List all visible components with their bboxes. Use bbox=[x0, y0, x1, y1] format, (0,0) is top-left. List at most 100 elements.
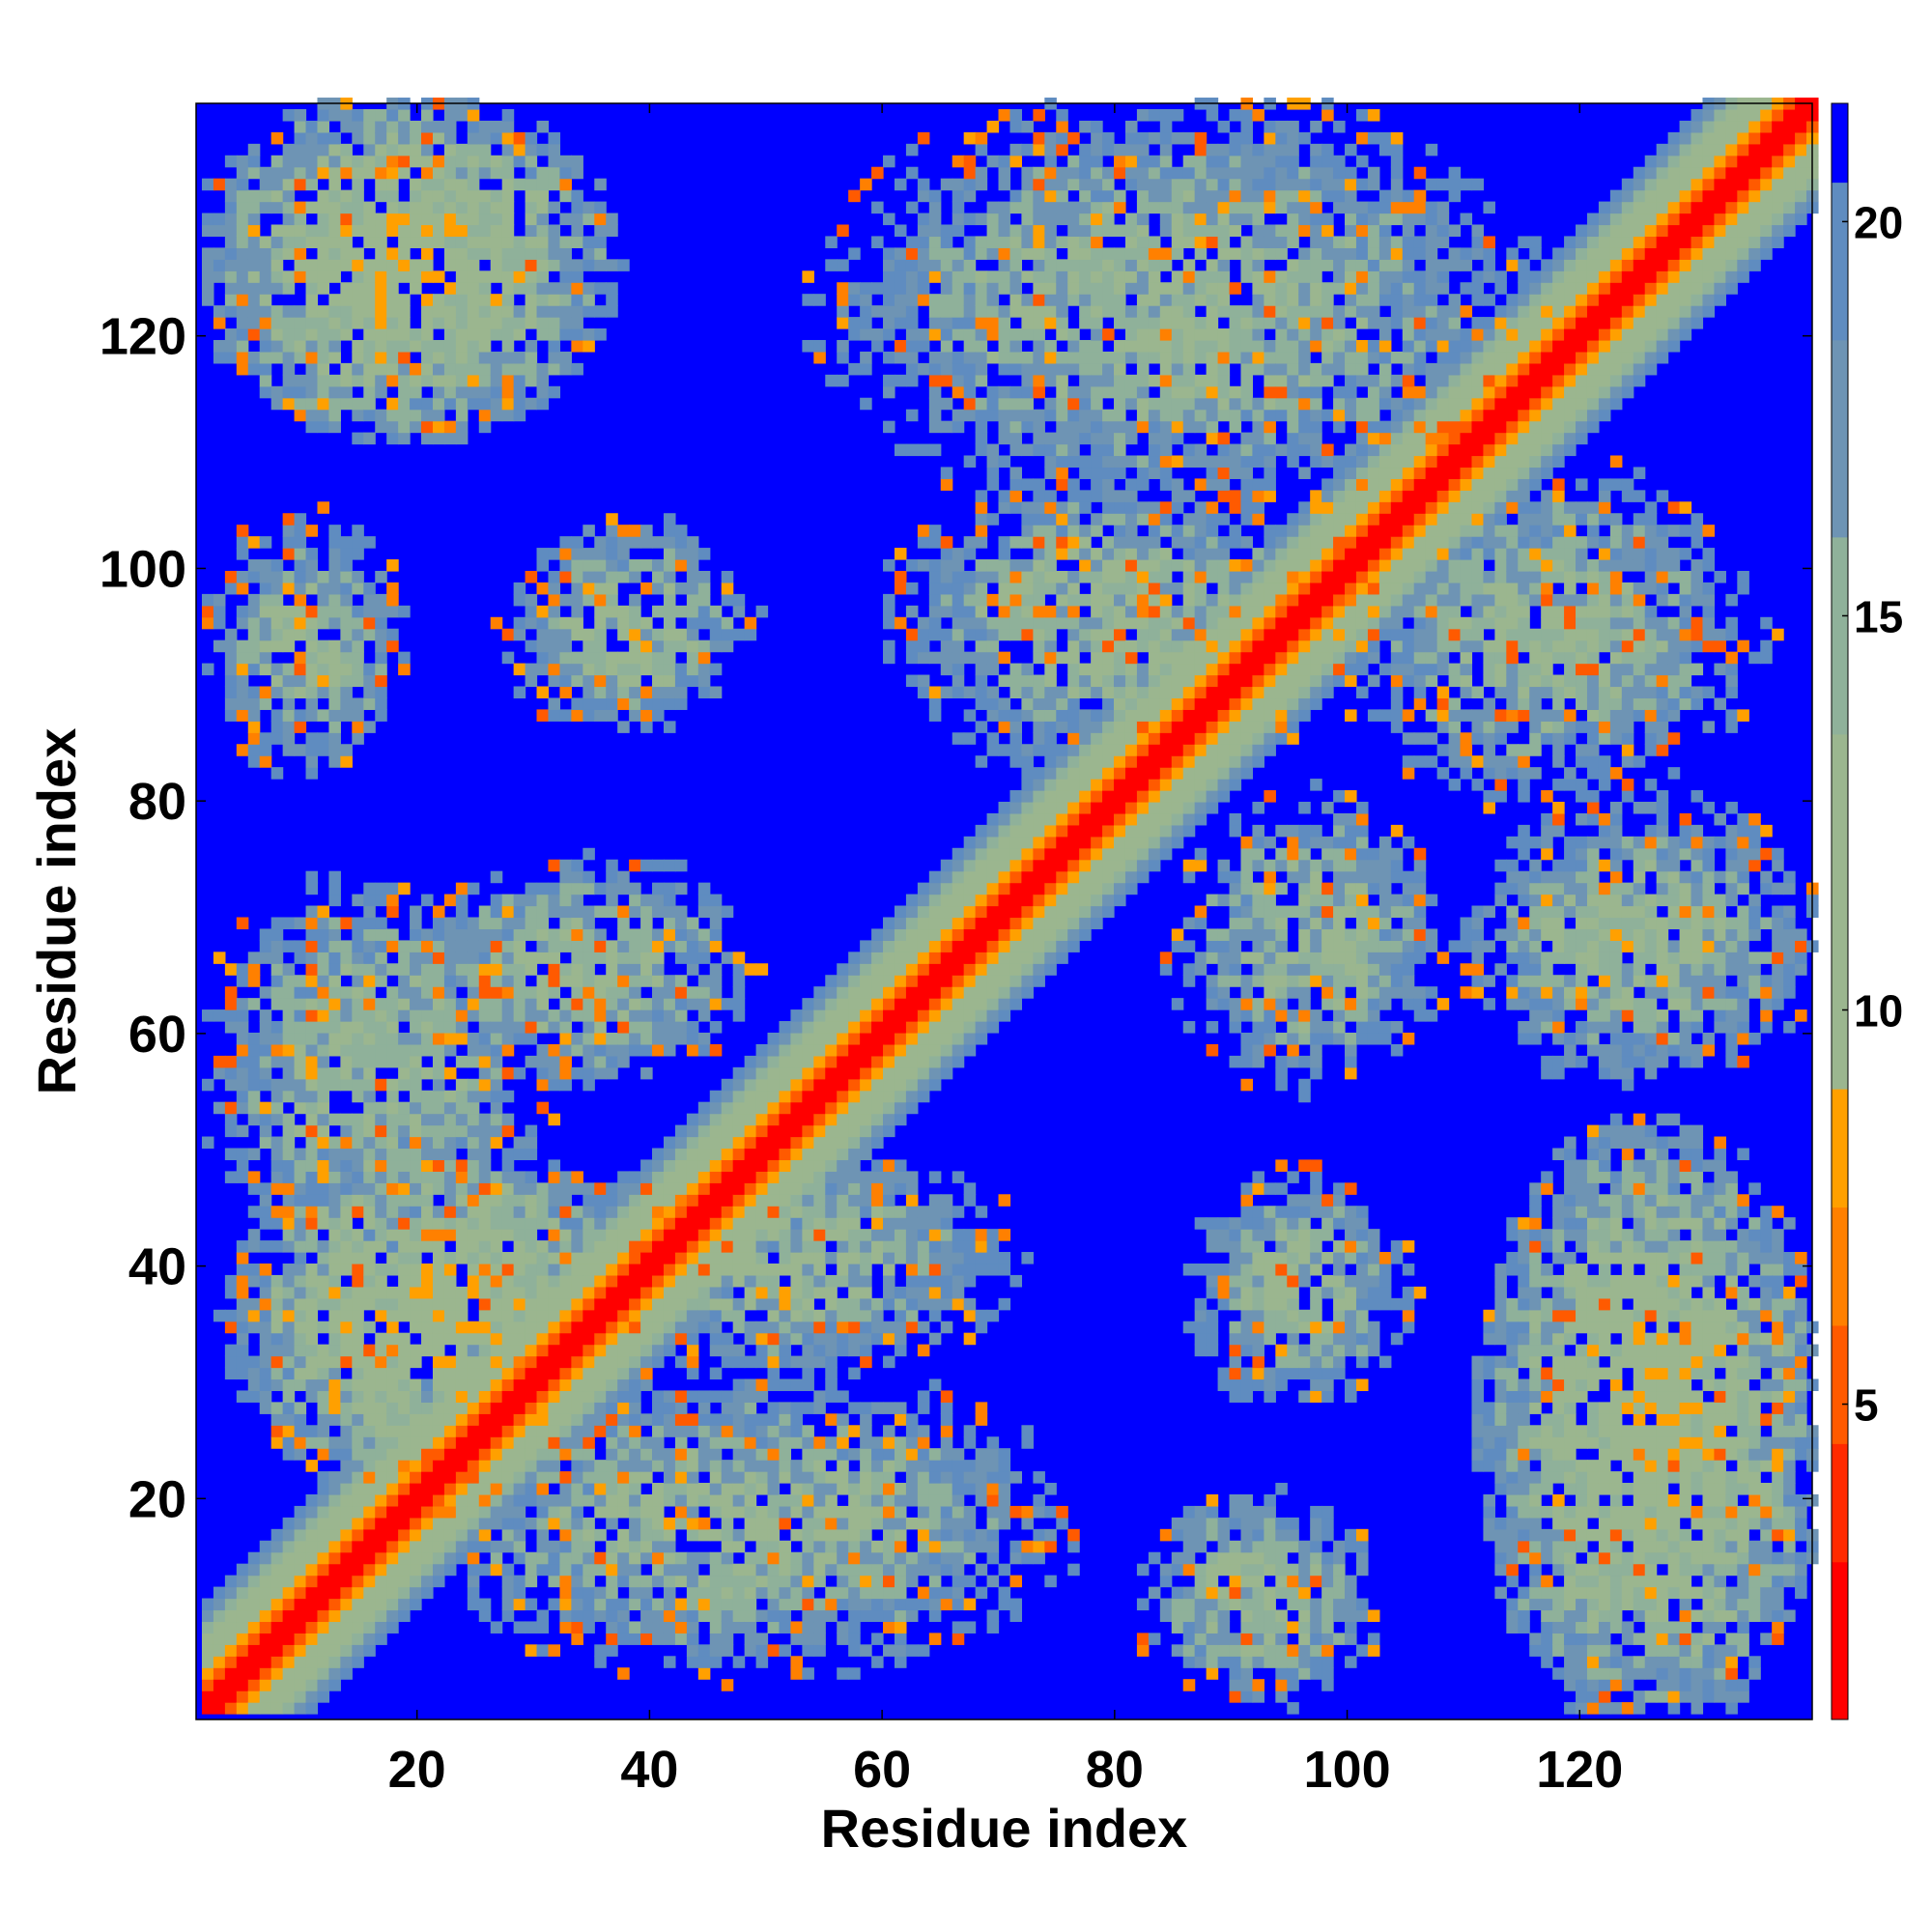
heatmap-cell bbox=[305, 1217, 319, 1230]
heatmap-cell bbox=[375, 1355, 387, 1369]
heatmap-cell bbox=[432, 1448, 445, 1461]
heatmap-cell bbox=[352, 709, 364, 722]
heatmap-cell bbox=[883, 1182, 895, 1195]
heatmap-cell bbox=[490, 259, 503, 271]
heatmap-cell bbox=[363, 1229, 376, 1241]
heatmap-cell bbox=[398, 1436, 411, 1449]
heatmap-cell bbox=[513, 1471, 526, 1484]
heatmap-cell bbox=[905, 674, 919, 688]
heatmap-cell bbox=[236, 1055, 249, 1068]
heatmap-cell bbox=[443, 236, 457, 248]
heatmap-cell bbox=[709, 1101, 723, 1115]
heatmap-cell bbox=[305, 1309, 319, 1322]
heatmap-cell bbox=[640, 1471, 653, 1484]
heatmap-cell bbox=[640, 1240, 653, 1253]
heatmap-cell bbox=[663, 1413, 676, 1426]
heatmap-cell bbox=[259, 351, 272, 364]
heatmap-cell bbox=[259, 317, 272, 329]
heatmap-cell bbox=[501, 178, 515, 191]
heatmap-cell bbox=[363, 120, 376, 133]
heatmap-cell bbox=[513, 1274, 526, 1288]
heatmap-cell bbox=[536, 1332, 550, 1346]
heatmap-cell bbox=[305, 1425, 319, 1437]
heatmap-cell bbox=[928, 1378, 942, 1392]
heatmap-cell bbox=[871, 236, 884, 248]
heatmap-cell bbox=[686, 639, 699, 653]
heatmap-cell bbox=[467, 1321, 480, 1334]
heatmap-cell bbox=[340, 1159, 353, 1172]
heatmap-cell bbox=[721, 1633, 734, 1645]
heatmap-cell bbox=[201, 1078, 214, 1092]
heatmap-cell bbox=[421, 986, 434, 999]
heatmap-cell bbox=[421, 155, 434, 168]
heatmap-cell bbox=[548, 1436, 561, 1449]
heatmap-cell bbox=[571, 663, 583, 676]
heatmap-cell bbox=[883, 1171, 895, 1183]
heatmap-cell bbox=[697, 1297, 711, 1311]
heatmap-cell bbox=[224, 294, 238, 306]
heatmap-cell bbox=[201, 247, 214, 260]
heatmap-cell bbox=[744, 1563, 757, 1577]
heatmap-cell bbox=[317, 975, 330, 987]
heatmap-cell bbox=[848, 1517, 861, 1530]
heatmap-cell bbox=[236, 963, 249, 976]
heatmap-cell bbox=[928, 1517, 942, 1530]
heatmap-cell bbox=[559, 1598, 572, 1611]
heatmap-cell bbox=[259, 1586, 272, 1600]
heatmap-cell bbox=[270, 940, 284, 952]
heatmap-cell bbox=[501, 1436, 515, 1449]
heatmap-cell bbox=[686, 616, 699, 630]
heatmap-cell bbox=[340, 189, 353, 203]
heatmap-cell bbox=[317, 986, 330, 999]
heatmap-cell bbox=[478, 305, 492, 318]
heatmap-cell bbox=[247, 143, 261, 156]
heatmap-cell bbox=[421, 1517, 434, 1530]
heatmap-cell bbox=[744, 1436, 757, 1449]
heatmap-cell bbox=[848, 1344, 861, 1357]
heatmap-cell bbox=[559, 663, 572, 676]
heatmap-cell bbox=[340, 1321, 353, 1334]
heatmap-cell bbox=[559, 651, 572, 665]
heatmap-cell bbox=[536, 1540, 550, 1553]
heatmap-cell bbox=[247, 1297, 261, 1311]
heatmap-cell bbox=[282, 998, 296, 1010]
heatmap-cell bbox=[871, 1113, 884, 1126]
heatmap-cell bbox=[259, 628, 272, 641]
heatmap-cell bbox=[952, 975, 965, 987]
heatmap-cell bbox=[294, 605, 307, 618]
heatmap-cell bbox=[340, 1633, 353, 1645]
heatmap-cell bbox=[940, 1194, 953, 1207]
heatmap-cell bbox=[317, 1078, 330, 1092]
heatmap-cell bbox=[340, 1021, 353, 1034]
heatmap-cell bbox=[236, 616, 249, 630]
heatmap-cell bbox=[617, 1493, 630, 1507]
heatmap-cell bbox=[421, 1171, 434, 1183]
heatmap-cell bbox=[525, 1321, 538, 1334]
heatmap-cell bbox=[270, 663, 284, 676]
heatmap-cell bbox=[663, 593, 676, 607]
heatmap-cell bbox=[606, 1644, 618, 1657]
heatmap-cell bbox=[894, 1321, 907, 1334]
heatmap-cell bbox=[352, 1297, 364, 1311]
heatmap-cell bbox=[594, 570, 607, 583]
heatmap-cell bbox=[432, 1297, 445, 1311]
heatmap-cell bbox=[513, 940, 526, 952]
heatmap-cell bbox=[201, 213, 214, 226]
heatmap-cell bbox=[663, 513, 676, 526]
heatmap-cell bbox=[467, 1355, 480, 1369]
heatmap-cell bbox=[455, 201, 469, 214]
heatmap-cell bbox=[755, 1460, 769, 1472]
heatmap-cell bbox=[386, 397, 399, 411]
heatmap-cell bbox=[928, 1043, 942, 1057]
heatmap-cell bbox=[582, 328, 595, 341]
heatmap-cell bbox=[837, 1274, 849, 1288]
heatmap-cell bbox=[386, 1194, 399, 1207]
heatmap-cell bbox=[559, 1355, 572, 1369]
heatmap-cell bbox=[398, 663, 411, 676]
heatmap-cell bbox=[721, 1206, 734, 1218]
heatmap-cell bbox=[247, 616, 261, 630]
heatmap-cell bbox=[467, 1378, 480, 1392]
heatmap-cell bbox=[709, 1563, 723, 1577]
heatmap-cell bbox=[224, 1066, 238, 1080]
heatmap-cell bbox=[282, 525, 296, 537]
